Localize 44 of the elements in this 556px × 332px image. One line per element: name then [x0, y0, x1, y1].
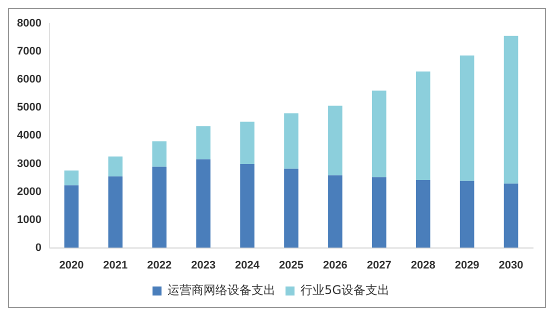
x-tick-label: 2021 [103, 259, 128, 272]
y-tick-label: 2000 [16, 186, 42, 198]
bar [504, 184, 518, 248]
bar [416, 72, 430, 180]
bar [504, 36, 518, 184]
y-tick-label: 6000 [16, 74, 42, 86]
x-tick-label: 2030 [498, 259, 524, 272]
bar [372, 90, 386, 178]
bar [108, 156, 123, 176]
bar [460, 180, 474, 248]
y-tick-label: 5000 [16, 102, 42, 114]
y-tick-label: 3000 [16, 158, 42, 170]
y-tick-label: 8000 [16, 18, 42, 30]
bar [152, 141, 167, 167]
bar [240, 164, 254, 248]
y-tick-label: 0 [35, 242, 42, 254]
x-tick-label: 2024 [235, 259, 260, 272]
bar [460, 56, 474, 181]
legend-label: 行业5G设备支出 [300, 283, 390, 298]
bar [416, 180, 430, 248]
x-tick-label: 2023 [191, 259, 216, 272]
y-tick-label: 4000 [16, 130, 42, 142]
bar [64, 185, 79, 248]
x-tick-label: 2022 [147, 259, 172, 272]
bar [284, 168, 298, 248]
x-tick-label: 2027 [366, 259, 392, 272]
bar [328, 175, 342, 248]
x-tick-label: 2029 [454, 259, 480, 272]
x-tick-label: 2028 [410, 259, 436, 272]
y-tick-label: 7000 [16, 46, 42, 58]
bar [328, 106, 342, 176]
bar [196, 159, 210, 248]
x-tick-label: 2025 [278, 259, 304, 272]
bar [152, 166, 167, 248]
x-tick-label: 2026 [322, 259, 348, 272]
bar [108, 176, 123, 248]
bar [372, 177, 386, 248]
y-tick-label: 1000 [16, 214, 42, 226]
bar [284, 113, 298, 169]
x-tick-label: 2020 [59, 259, 84, 272]
bar [64, 170, 79, 186]
bar [240, 122, 254, 164]
bar [196, 126, 210, 160]
legend-label: 运营商网络设备支出 [168, 283, 276, 298]
